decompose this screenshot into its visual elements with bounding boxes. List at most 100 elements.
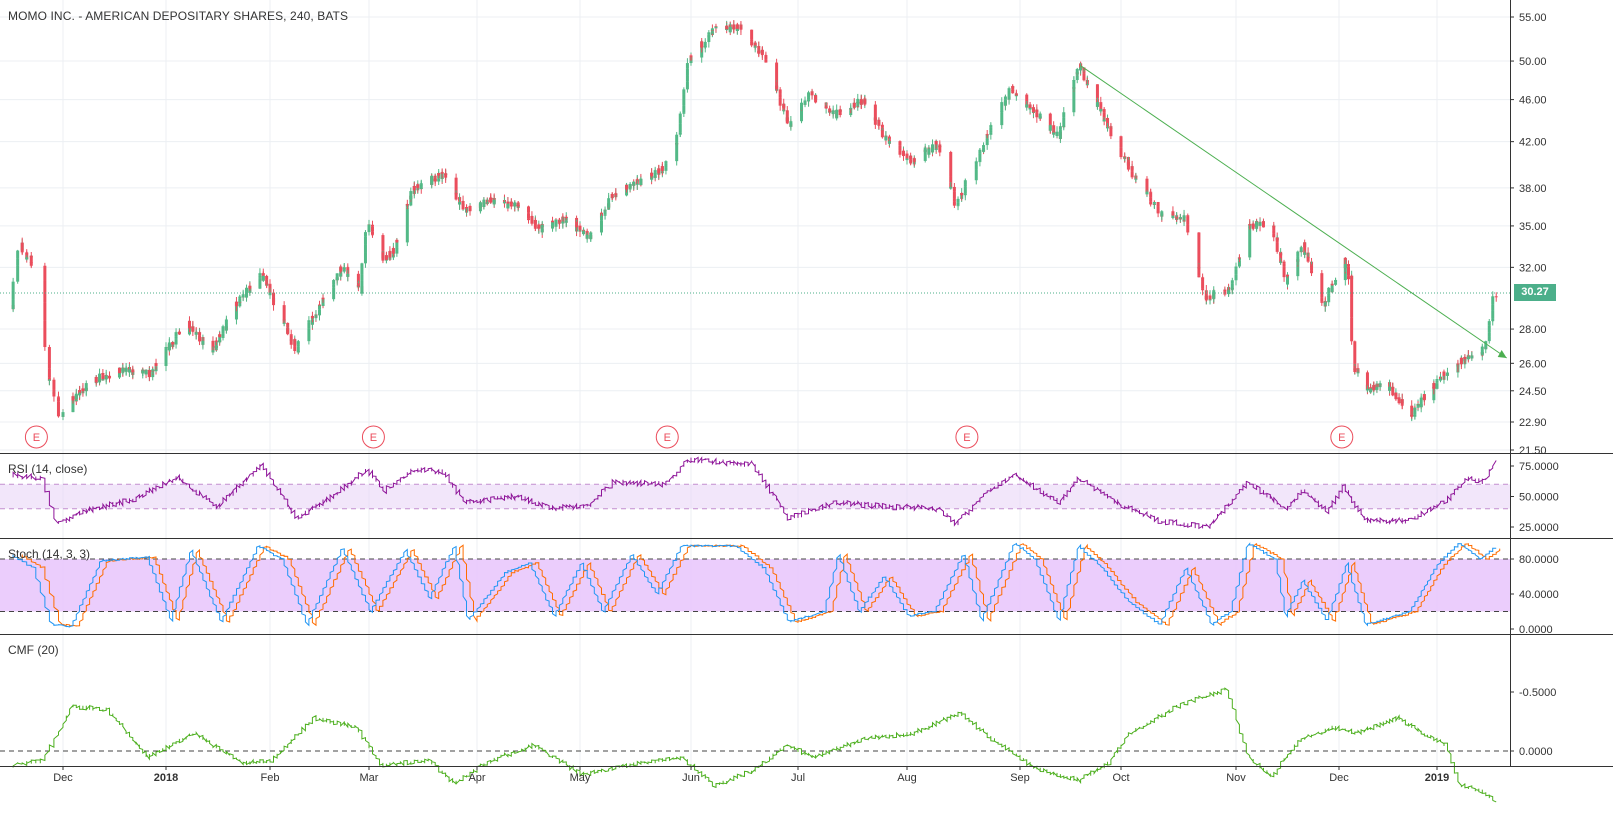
candle-body [370, 224, 374, 227]
candle-body [898, 141, 902, 146]
candle-body [1365, 372, 1369, 390]
candle-body [1182, 215, 1186, 218]
candle-body [1272, 225, 1276, 231]
candle-body [1494, 296, 1498, 298]
cmf-line [12, 687, 1497, 803]
candle-body [131, 370, 135, 373]
candle-body [1082, 73, 1086, 81]
candle-body [1072, 80, 1076, 89]
candle-body [537, 224, 541, 229]
candle-body [664, 161, 668, 164]
candle-body [863, 99, 867, 105]
candle-body [11, 281, 15, 291]
candle-body [117, 367, 121, 374]
candle-body [714, 26, 718, 28]
candle-body [1014, 94, 1018, 96]
candle-body [735, 24, 739, 29]
candle-body [1410, 414, 1414, 417]
candle-body [440, 172, 444, 174]
candle-body [632, 181, 636, 185]
candle-body [739, 27, 743, 30]
price-tick-3: 42.00 [1519, 137, 1547, 149]
stoch-tick-1: 40.0000 [1519, 589, 1559, 601]
candle-body [218, 334, 222, 343]
rsi-line [12, 456, 1497, 530]
candle-body [409, 191, 413, 200]
candle-body [1186, 215, 1190, 217]
candle-body [335, 273, 339, 281]
candle-body [985, 134, 989, 136]
last-price-badge: 30.27 [1514, 284, 1556, 301]
candle-body [675, 142, 679, 162]
candle-body [923, 149, 927, 161]
candle-body [1197, 267, 1201, 276]
candle-body [211, 350, 215, 352]
candle-body [1365, 388, 1369, 391]
candle-body [1058, 134, 1062, 139]
candle-body [454, 177, 458, 195]
candle-body [258, 278, 262, 289]
candle-body [1413, 407, 1417, 410]
candle-body [682, 94, 686, 106]
candle-body [248, 285, 252, 289]
candle-body [1320, 273, 1324, 298]
candle-body [293, 341, 297, 347]
earnings-marker-2: E [655, 425, 679, 449]
candle-body [1099, 109, 1103, 112]
candle-body [650, 172, 654, 177]
candle-body [949, 176, 953, 183]
candle-body [363, 232, 367, 237]
chart-title: MOMO INC. - AMERICAN DEPOSITARY SHARES, … [8, 9, 349, 23]
candle-body [191, 326, 195, 332]
candle-body [164, 348, 168, 353]
candle-body [98, 373, 102, 381]
time-label-oct: Oct [1112, 772, 1129, 784]
candle-body [516, 204, 520, 207]
candle-body [685, 63, 689, 69]
time-label-dec: Dec [53, 772, 73, 784]
candle-body [1466, 356, 1470, 359]
candle-body [1296, 251, 1300, 257]
candle-body [1330, 291, 1334, 293]
candle-body [1223, 289, 1227, 292]
candle-body [982, 145, 986, 148]
candle-body [533, 227, 537, 229]
candle-body [1279, 253, 1283, 263]
axis-layer [0, 0, 1613, 770]
candle-body [174, 332, 178, 337]
earnings-circle [955, 425, 979, 449]
candle-body [934, 140, 938, 145]
candle-body [482, 199, 486, 203]
candle-body [750, 29, 754, 40]
candle-body [1261, 222, 1265, 228]
candle-body [1456, 363, 1460, 365]
candle-body [1212, 290, 1216, 299]
time-label-may: May [570, 772, 591, 784]
candle-body [363, 236, 367, 245]
candle-body [1248, 226, 1252, 258]
candle-body [167, 342, 171, 351]
candle-body [1463, 357, 1467, 360]
candle-body [151, 369, 155, 371]
candle-body [1296, 259, 1300, 277]
candle-body [1106, 127, 1110, 129]
candle-body [272, 298, 276, 306]
earnings-label: E [963, 432, 970, 444]
candle-body [551, 220, 555, 223]
candle-body [286, 328, 290, 335]
candle-body [1035, 112, 1039, 118]
candle-body [248, 289, 252, 293]
candle-body [20, 250, 24, 253]
candle-body [1048, 125, 1052, 131]
rsi-tick-1: 50.0000 [1519, 492, 1559, 504]
candle-body [1303, 242, 1307, 248]
time-label-dec: Dec [1329, 772, 1349, 784]
candle-body [492, 199, 496, 205]
candle-body [1079, 67, 1083, 71]
candle-body [395, 239, 399, 248]
price-tick-4: 38.00 [1519, 183, 1547, 195]
candle-body [1186, 216, 1190, 225]
candle-body [56, 412, 60, 417]
